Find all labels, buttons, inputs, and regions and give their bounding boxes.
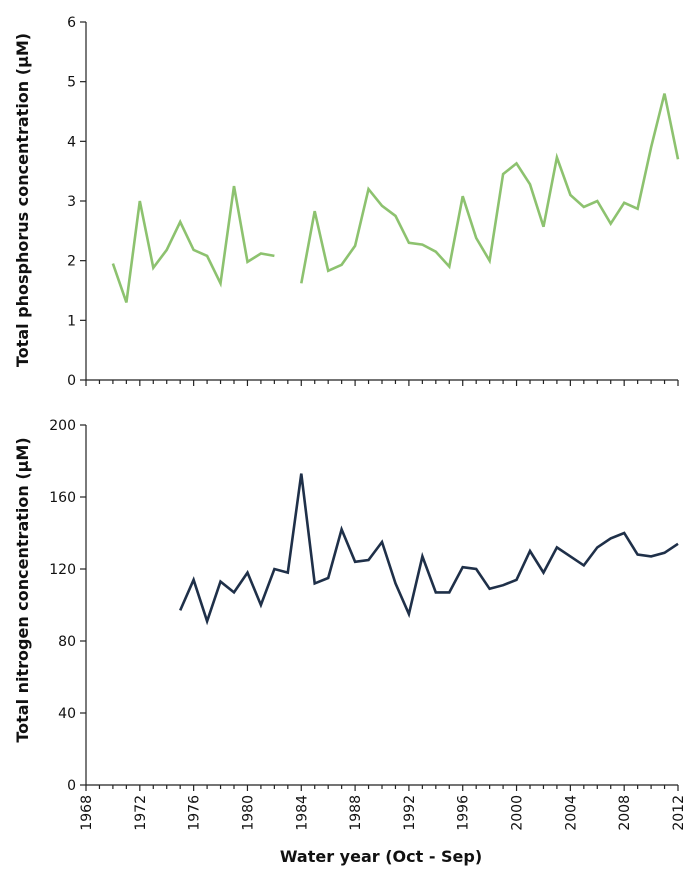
nitrogen-x-tick-label: 1972 <box>133 795 149 831</box>
nitrogen-x-tick-label: 1996 <box>456 795 472 831</box>
nitrogen-x-tick-label: 1968 <box>79 795 95 831</box>
nitrogen-panel: Total nitrogen concentration (µM) Water … <box>13 418 687 866</box>
phosphorus-panel: Total phosphorus concentration (µM) 0 1 2 3… <box>13 15 680 389</box>
nitrogen-series-line <box>179 473 679 626</box>
nitrogen-y-tick-label: 0 <box>67 778 76 794</box>
phosphorus-y-axis-title: Total phosphorus concentration (µM) <box>13 33 32 367</box>
phosphorus-y-tick-label: 2 <box>67 254 76 270</box>
nitrogen-x-tick-label: 1984 <box>294 795 310 831</box>
nitrogen-x-tick-label: 2000 <box>510 795 526 831</box>
nitrogen-y-tick-label: 160 <box>49 490 76 506</box>
phosphorus-y-tick-label: 0 <box>67 373 76 389</box>
nitrogen-x-tick-label: 2012 <box>671 795 687 831</box>
phosphorus-series-line <box>111 185 275 303</box>
nitrogen-x-tick-label: 1988 <box>348 795 364 831</box>
x-axis-title: Water year (Oct - Sep) <box>280 847 482 866</box>
phosphorus-y-tick-label: 3 <box>67 194 76 210</box>
nitrogen-y-tick-label: 200 <box>49 418 76 434</box>
nitrogen-x-tick-label: 2008 <box>617 795 633 831</box>
nitrogen-x-tick-label: 1992 <box>402 795 418 831</box>
phosphorus-series-line <box>300 93 680 284</box>
nitrogen-y-tick-label: 40 <box>58 706 76 722</box>
nitrogen-x-tick-label: 1976 <box>187 795 203 831</box>
nitrogen-x-tick-label: 1980 <box>240 795 256 831</box>
phosphorus-y-tick-label: 1 <box>67 313 76 329</box>
nitrogen-y-tick-label: 120 <box>49 562 76 578</box>
nitrogen-y-tick-label: 80 <box>58 634 76 650</box>
nitrogen-x-tick-label: 2004 <box>563 795 579 831</box>
phosphorus-y-tick-label: 5 <box>67 75 76 91</box>
phosphorus-y-tick-label: 6 <box>67 15 76 31</box>
nitrogen-y-axis-title: Total nitrogen concentration (µM) <box>13 437 32 742</box>
phosphorus-y-tick-label: 4 <box>67 134 76 150</box>
